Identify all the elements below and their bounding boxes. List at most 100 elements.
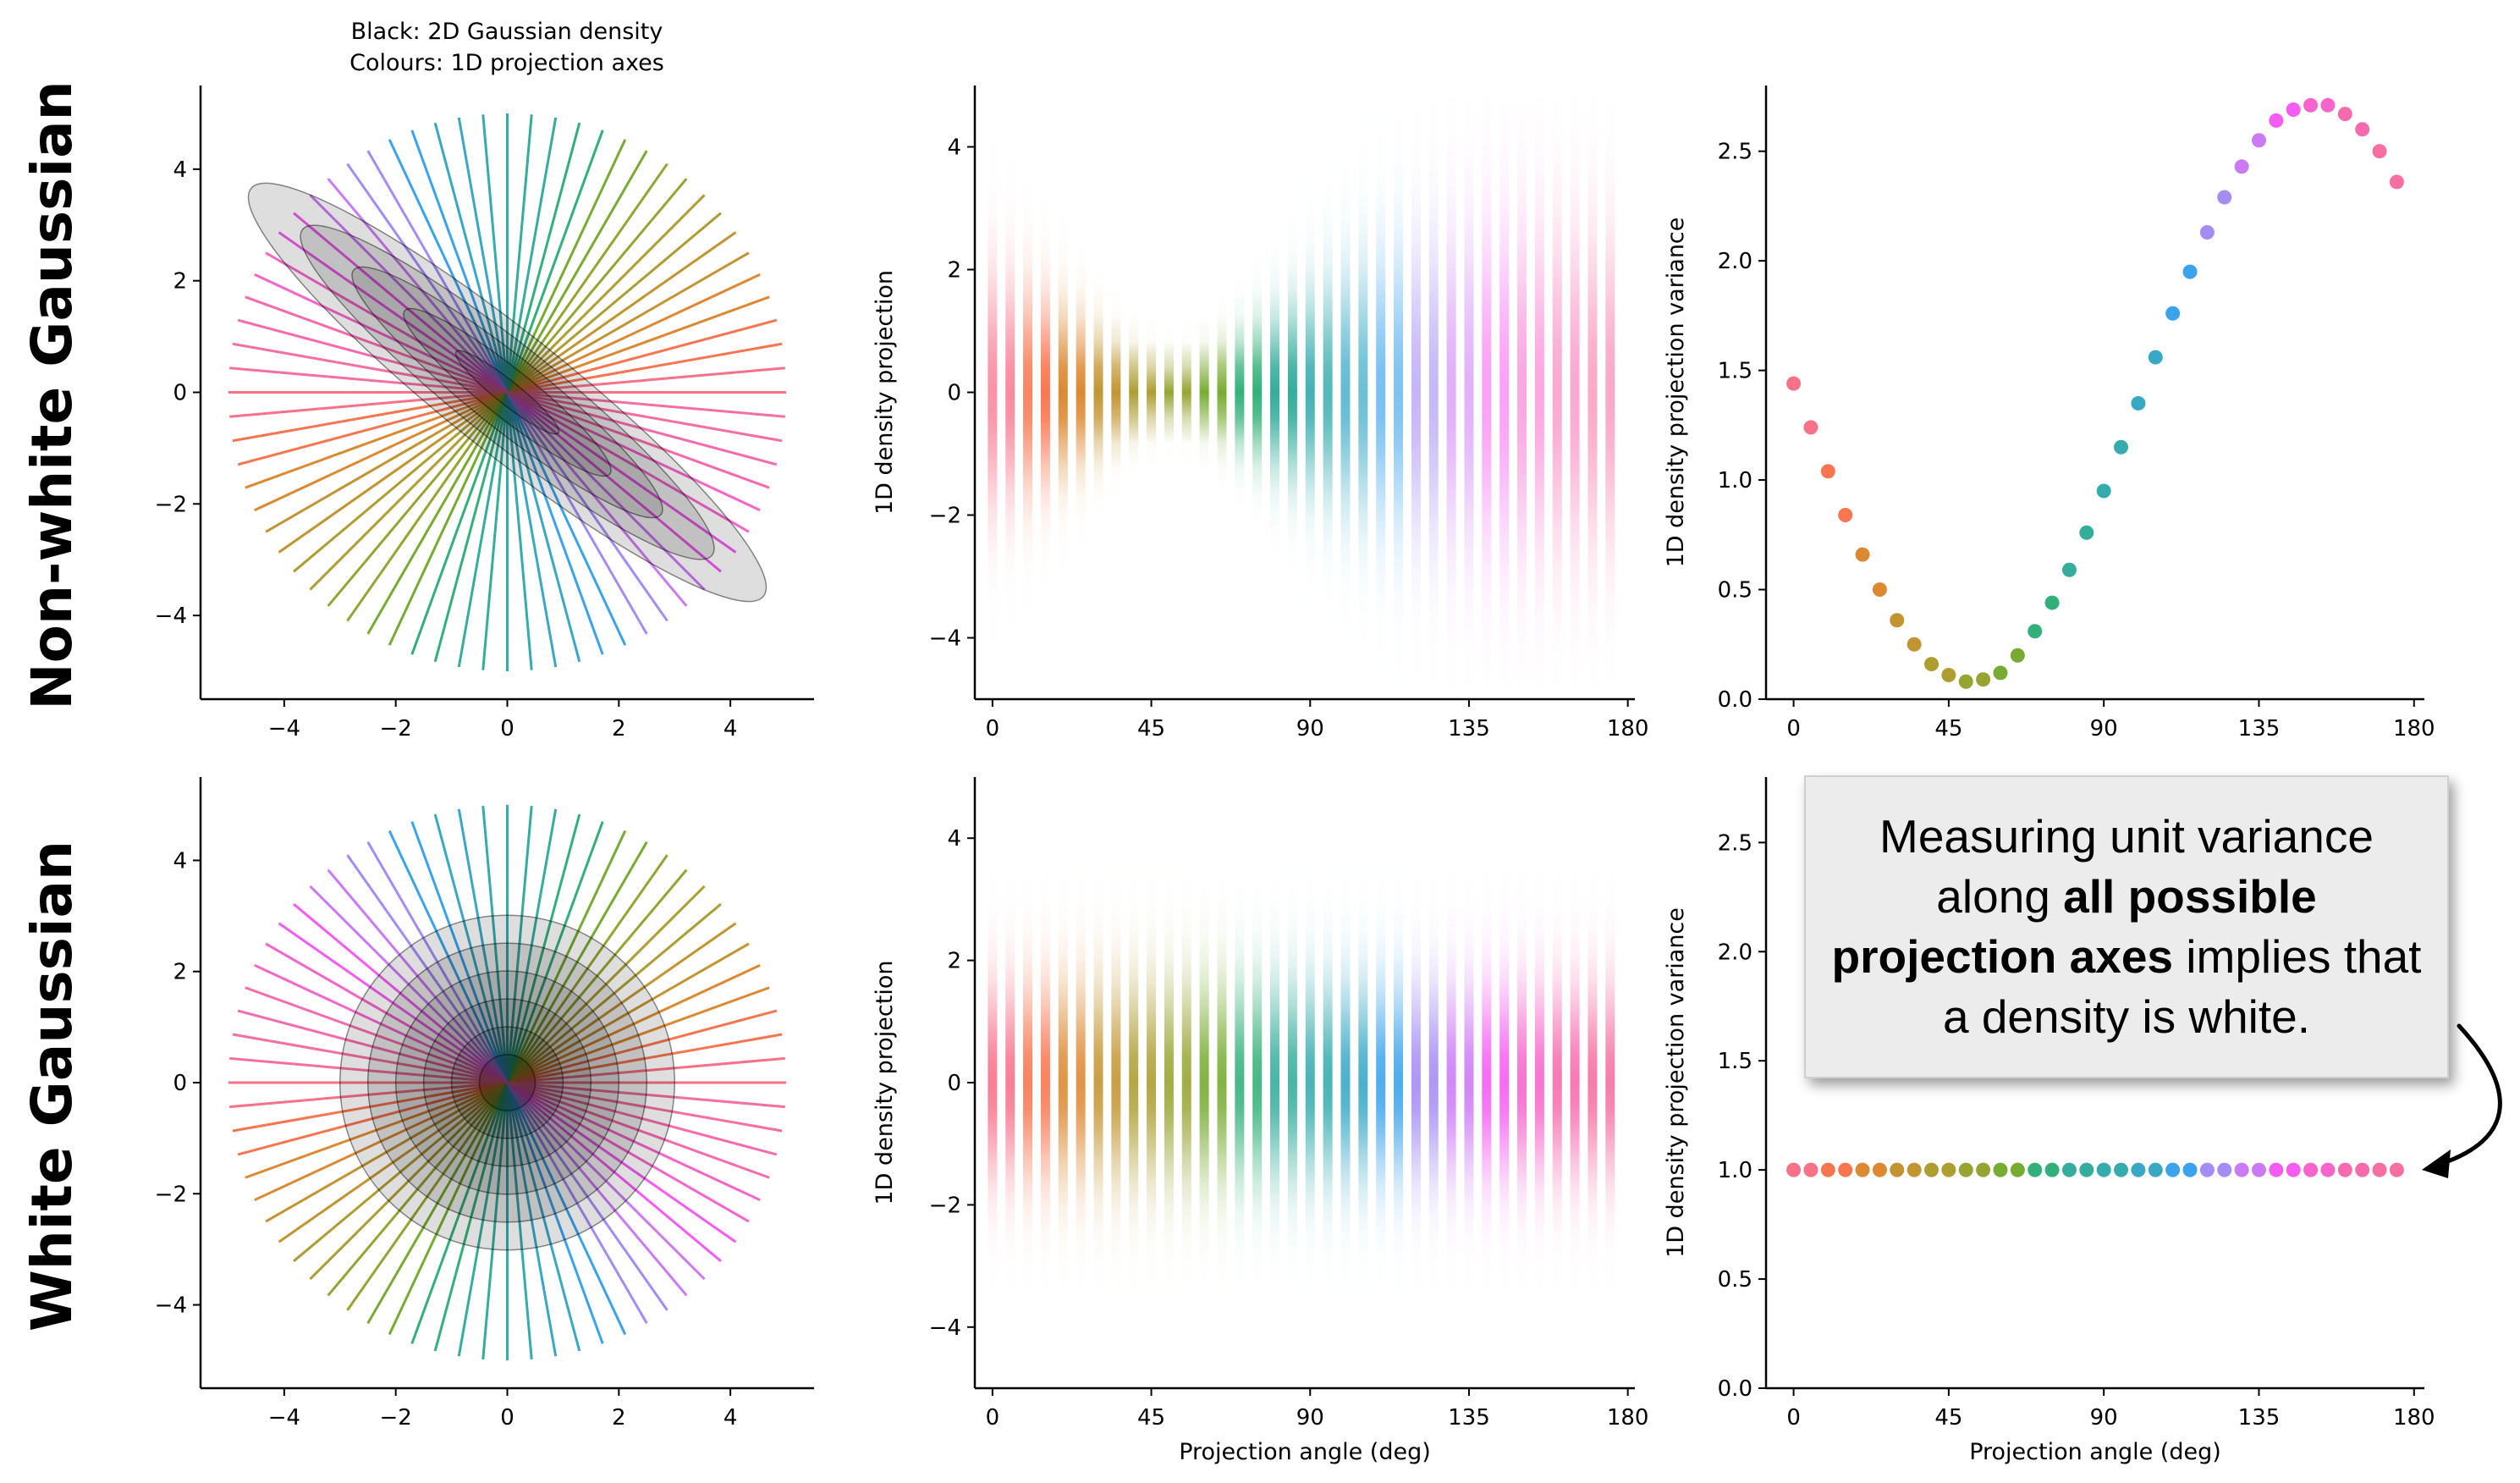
variance-point <box>2199 224 2215 240</box>
variance-point <box>1890 613 1905 628</box>
variance-point <box>1958 1162 1973 1177</box>
variance-point <box>2234 159 2249 174</box>
x-tick-label: 180 <box>1607 1405 1649 1431</box>
projection-density-bar <box>1570 789 1580 1376</box>
y-tick-label: 0.0 <box>1718 687 1752 713</box>
y-tick-label: −2 <box>155 492 187 517</box>
projection-density-bar <box>1394 97 1404 687</box>
projection-density-bar <box>1499 97 1510 687</box>
projection-density-bar <box>1199 97 1209 687</box>
annotation-group <box>2422 1023 2502 1178</box>
y-tick-label: 2 <box>173 269 187 295</box>
variance-point <box>2010 1162 2025 1177</box>
variance-point <box>2079 525 2094 540</box>
projection-density-bar <box>1340 97 1351 687</box>
projection-density-bar <box>1517 789 1527 1376</box>
x-tick-label: 2 <box>612 1405 626 1431</box>
projection-density-bar <box>1464 97 1474 687</box>
projection-density-bar <box>1217 789 1227 1376</box>
density-contour <box>394 970 620 1195</box>
variance-point <box>2114 1162 2129 1177</box>
x-tick-label: 4 <box>724 1405 738 1431</box>
y-tick-label: −4 <box>155 604 187 629</box>
projection-density-bar <box>1147 97 1157 687</box>
variance-point <box>2217 1162 2232 1177</box>
variance-point <box>1838 1162 1853 1177</box>
variance-point <box>1993 665 2008 681</box>
variance-point <box>2096 1162 2111 1177</box>
projection-density-bar <box>1217 97 1227 687</box>
y-tick-label: 4 <box>173 848 187 874</box>
variance-point <box>1855 547 1870 562</box>
row-label-white: White Gaussian <box>19 841 85 1331</box>
x-tick-label: 0 <box>986 1405 1000 1431</box>
row-label-nonwhite: Non-white Gaussian <box>19 80 85 709</box>
projection-density-bar <box>1023 789 1033 1376</box>
variance-point <box>1907 1162 1922 1177</box>
x-tick-label: 180 <box>2393 716 2435 742</box>
callout-text-bold: all possible projection axes <box>1831 870 2317 983</box>
projection-density-bar <box>1076 97 1086 687</box>
y-tick-label: 2.5 <box>1718 830 1752 856</box>
y-tick-label: −2 <box>929 1193 961 1218</box>
projection-density-bar <box>1570 97 1580 687</box>
projection-density-bar <box>1323 97 1333 687</box>
projection-density-bar <box>1428 789 1439 1376</box>
variance-point <box>2044 1162 2060 1177</box>
panel-white-density: −4 −2 0 2 4 −4 −2 0 2 4 <box>155 777 814 1431</box>
variance-point <box>2148 350 2163 365</box>
y-axis-label: 1D density projection <box>872 270 898 515</box>
y-tick-label: 0.5 <box>1718 578 1752 604</box>
projection-density-bar <box>1093 789 1103 1376</box>
variance-point <box>2251 133 2266 148</box>
variance-point <box>1855 1162 1870 1177</box>
variance-point <box>1872 1162 1887 1177</box>
y-tick-label: 0.0 <box>1718 1376 1752 1402</box>
x-tick-label: 45 <box>1137 716 1165 742</box>
density-contour <box>422 998 592 1167</box>
x-tick-label: 90 <box>2090 1405 2118 1431</box>
y-tick-label: 2.0 <box>1718 249 1752 274</box>
x-tick-label: 135 <box>1448 716 1490 742</box>
projection-density-bar <box>1252 97 1263 687</box>
y-tick-label: 1.0 <box>1718 1158 1752 1183</box>
variance-point <box>1820 1162 1835 1177</box>
projection-density-bar <box>1446 97 1456 687</box>
variance-point <box>2234 1162 2249 1177</box>
projection-density-bar <box>1058 789 1068 1376</box>
panel-white-projections: 0 45 90 135 180 −4 −2 0 2 4 Projection angle (deg)… <box>872 777 1648 1465</box>
density-contour <box>351 266 663 519</box>
projection-density-bar <box>1147 789 1157 1376</box>
density-plot-title-line1: Black: 2D Gaussian density <box>351 19 663 45</box>
y-axis-label: 1D density projection variance <box>1663 218 1689 568</box>
y-tick-label: −4 <box>155 1293 187 1319</box>
projection-density-bar <box>988 97 998 687</box>
variance-point <box>2355 1162 2370 1177</box>
callout-arrow <box>2428 1023 2502 1170</box>
projection-density-bar <box>1235 97 1245 687</box>
y-tick-label: 0 <box>947 1071 961 1096</box>
density-contour <box>454 350 560 435</box>
variance-point <box>2303 97 2319 113</box>
projection-density-bar <box>1358 789 1368 1376</box>
variance-point <box>1907 637 1922 652</box>
x-tick-label: 180 <box>1607 716 1649 742</box>
y-tick-label: −2 <box>929 504 961 529</box>
variance-point <box>2061 562 2077 577</box>
projection-density-bar <box>1005 97 1015 687</box>
y-tick-label: 0 <box>947 381 961 406</box>
variance-point <box>1890 1162 1905 1177</box>
variance-point <box>1872 582 1887 598</box>
y-tick-label: 4 <box>173 157 187 183</box>
variance-point <box>2337 107 2352 122</box>
projection-density-bar <box>1482 789 1492 1376</box>
projection-density-bar <box>1305 97 1315 687</box>
variance-point <box>2251 1162 2266 1177</box>
x-tick-label: 0 <box>1786 1405 1801 1431</box>
density-plot-title-line2: Colours: 1D projection axes <box>349 50 664 76</box>
projection-density-bar <box>1464 789 1474 1376</box>
variance-point <box>2303 1162 2319 1177</box>
x-tick-label: 90 <box>2090 716 2118 742</box>
y-axis-label: 1D density projection variance <box>1663 907 1689 1258</box>
